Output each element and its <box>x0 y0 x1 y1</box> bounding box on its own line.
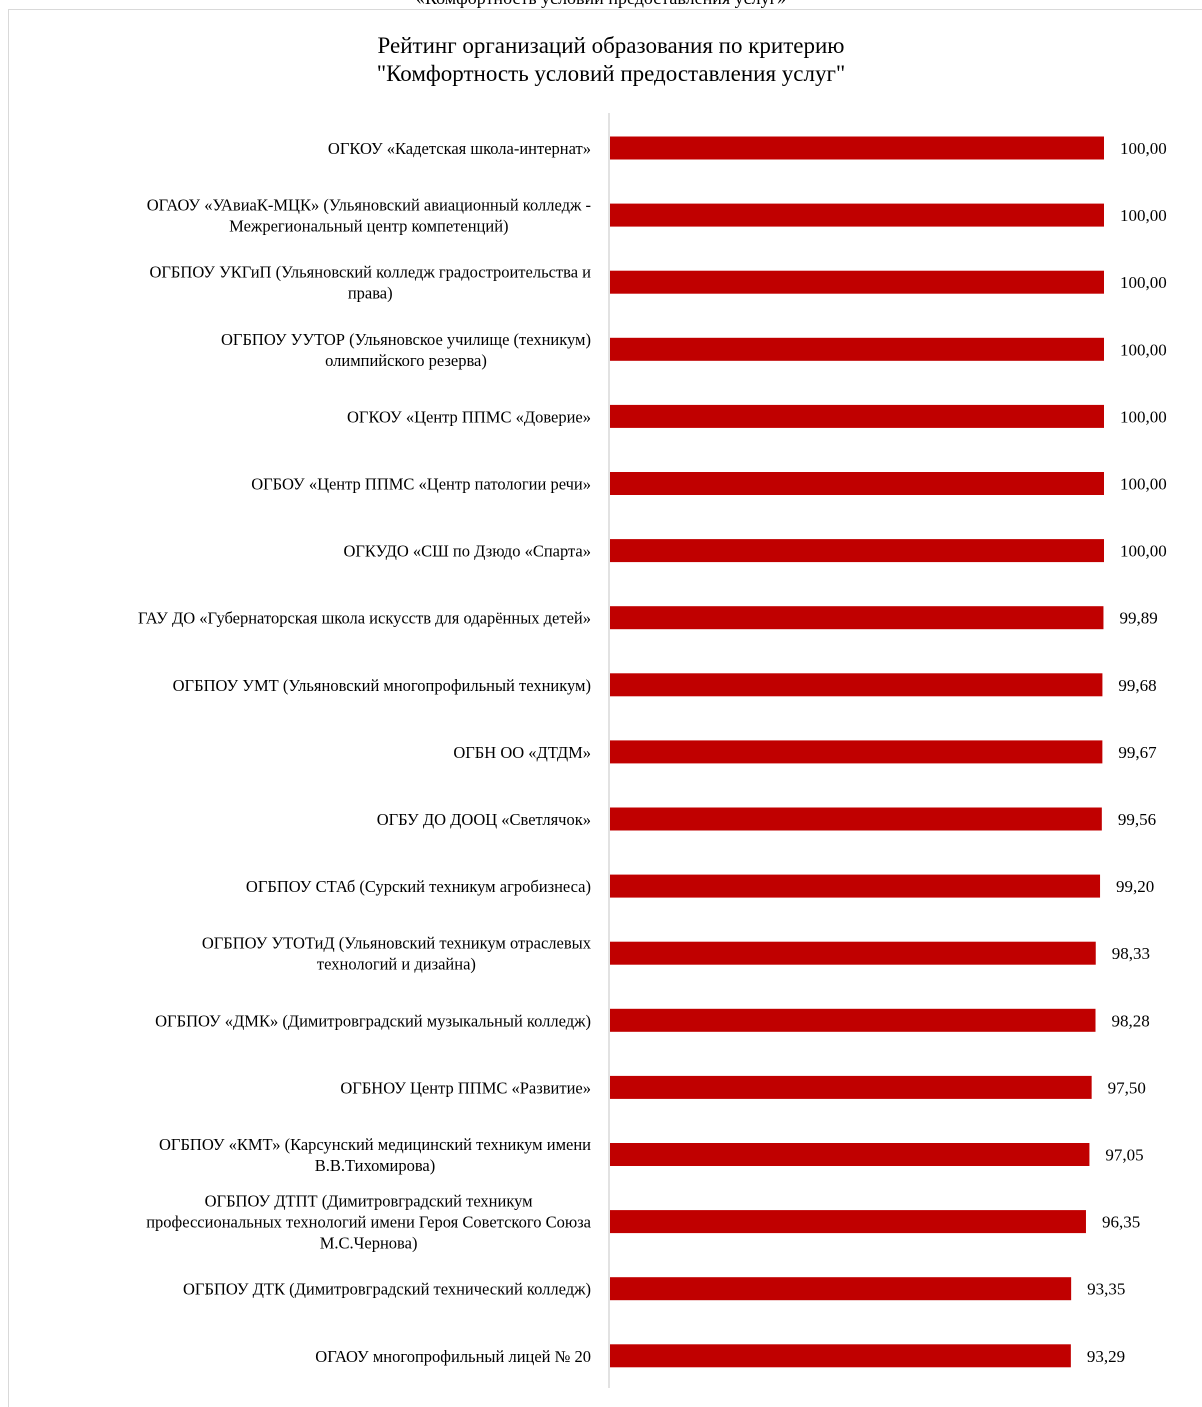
category-label: ОГБПОУ УКГиП (Ульяновский колледж градос… <box>149 263 591 303</box>
data-label: 99,56 <box>1118 810 1156 829</box>
chart-frame <box>8 9 1202 1407</box>
data-label: 98,28 <box>1112 1011 1150 1030</box>
category-label: ОГАОУ «УАвиаК-МЦК» (Ульяновский авиацион… <box>147 196 591 236</box>
category-label: ОГБПОУ УУТОР (Ульяновское училище (техни… <box>221 330 591 370</box>
category-label: ОГБПОУ «КМТ» (Карсунский медицинский тех… <box>159 1135 591 1175</box>
bar <box>610 404 1104 428</box>
data-label: 99,68 <box>1118 676 1156 695</box>
data-label: 96,35 <box>1102 1213 1140 1232</box>
bar <box>610 539 1104 563</box>
data-label: 93,29 <box>1087 1347 1125 1366</box>
category-label: ОГБПОУ УМТ (Ульяновский многопрофильный … <box>173 676 591 695</box>
data-label: 93,35 <box>1087 1280 1125 1299</box>
bar <box>610 1143 1090 1166</box>
chart-title-line-2: "Комфортность условий предоставления усл… <box>376 61 846 86</box>
bar <box>610 472 1104 495</box>
data-label: 99,67 <box>1118 743 1157 762</box>
data-label: 100,00 <box>1120 475 1167 494</box>
bar <box>610 673 1103 697</box>
bar <box>610 270 1104 294</box>
category-label: ОГКОУ «Кадетская школа-интернат» <box>328 139 591 158</box>
data-label: 97,50 <box>1108 1078 1146 1097</box>
data-label: 99,20 <box>1116 877 1154 896</box>
category-label: ОГБН ОО «ДТДМ» <box>453 743 591 762</box>
data-label: 100,00 <box>1120 407 1167 426</box>
category-label: ОГАОУ многопрофильный лицей № 20 <box>315 1347 591 1366</box>
data-label: 98,33 <box>1112 944 1150 963</box>
bar <box>610 1075 1092 1099</box>
bar <box>610 807 1102 831</box>
data-label: 99,89 <box>1119 609 1157 628</box>
bar <box>610 941 1096 965</box>
category-label: ОГБПОУ ДТПТ (Димитровградский техникум пр… <box>146 1192 591 1253</box>
bar <box>610 1210 1086 1234</box>
bar <box>610 203 1104 227</box>
category-label: ГАУ ДО «Губернаторская школа искусств дл… <box>138 609 591 628</box>
category-label: ОГБПОУ СТАб (Сурский техникум агробизнес… <box>246 877 591 896</box>
bar <box>610 337 1104 361</box>
category-label: ОГКУДО «СШ по Дзюдо «Спарта» <box>343 542 591 561</box>
category-label: ОГБУ ДО ДООЦ «Светлячок» <box>377 810 591 829</box>
category-label: ОГКОУ «Центр ППМС «Доверие» <box>347 407 591 426</box>
category-label: ОГБПОУ ДТК (Димитровградский технический… <box>183 1280 591 1299</box>
data-label: 97,05 <box>1105 1146 1143 1165</box>
data-label: 100,00 <box>1120 542 1167 561</box>
data-label: 100,00 <box>1120 340 1167 359</box>
bar <box>610 740 1103 764</box>
category-label: ОГБПОУ «ДМК» (Димитровградский музыкальн… <box>155 1011 591 1030</box>
bar <box>610 606 1104 630</box>
bar <box>610 1344 1071 1368</box>
data-label: 100,00 <box>1120 273 1167 292</box>
bar <box>610 136 1104 160</box>
chart-title: Рейтинг организаций образования по крите… <box>0 32 1202 88</box>
category-label: ОГБНОУ Центр ППМС «Развитие» <box>340 1078 591 1097</box>
bar <box>610 1008 1096 1032</box>
chart-title-line-1: Рейтинг организаций образования по крите… <box>377 33 845 58</box>
data-label: 100,00 <box>1120 139 1167 158</box>
top-caption: «Комфортность условий предоставления усл… <box>0 0 1202 8</box>
category-label: ОГБПОУ УТОТиД (Ульяновский техникум отра… <box>202 934 592 974</box>
category-label: ОГБОУ «Центр ППМС «Центр патологии речи» <box>251 475 591 494</box>
bar <box>610 874 1101 898</box>
data-label: 100,00 <box>1120 206 1167 225</box>
bar <box>610 1277 1072 1301</box>
